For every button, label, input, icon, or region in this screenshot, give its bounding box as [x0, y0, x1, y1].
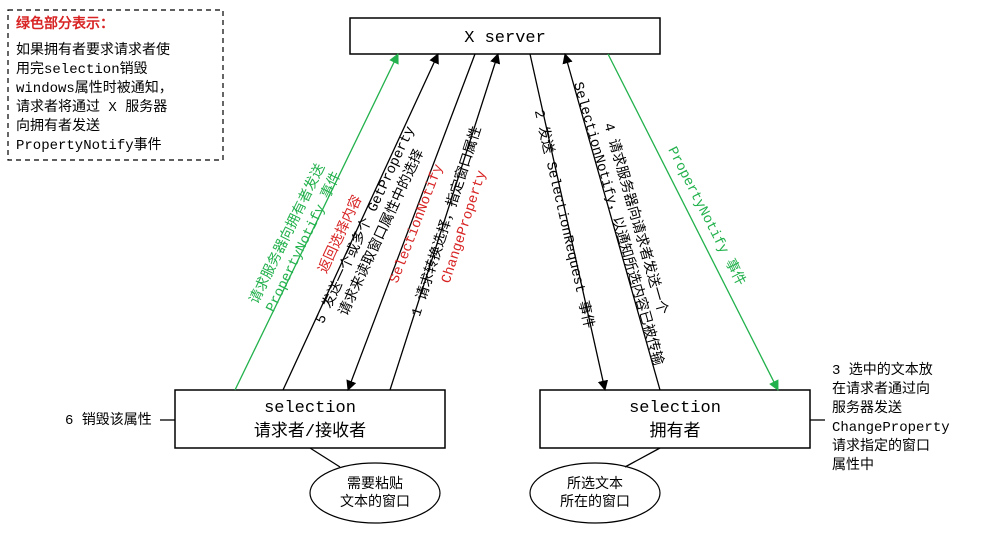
- node-sel-window: [530, 463, 660, 523]
- requester-line1: selection: [264, 399, 356, 418]
- label-6: 6 销毁该属性: [65, 412, 152, 429]
- note-title: 绿色部分表示：: [16, 15, 114, 33]
- edge-owner-to-selwin: [625, 448, 660, 467]
- note-line: 如果拥有者要求请求者使: [16, 41, 170, 59]
- requester-line2: 请求者/接收者: [254, 421, 366, 442]
- label-3-line: 3 选中的文本放: [832, 362, 933, 379]
- paste-line1: 需要粘贴: [347, 476, 403, 493]
- node-paste-window: [310, 463, 440, 523]
- label-3-line: 属性中: [832, 457, 874, 474]
- paste-line2: 文本的窗口: [340, 493, 410, 511]
- label-3-line: 在请求者通过向: [832, 381, 930, 398]
- svg-text:5 发送一个或多个 GetProperty: 5 发送一个或多个 GetProperty: [311, 123, 418, 326]
- note-line: windows属性时被通知，: [16, 79, 173, 97]
- xserver-label: X server: [464, 29, 546, 48]
- label-3-line: 请求指定的窗口: [832, 437, 930, 455]
- owner-line1: selection: [629, 399, 721, 418]
- selwin-line1: 所选文本: [567, 476, 623, 493]
- label-3-line: ChangeProperty: [832, 420, 950, 436]
- note-line: 用完selection销毁: [16, 61, 148, 78]
- edge-req-to-paste: [310, 448, 340, 467]
- note-line: PropertyNotify事件: [16, 137, 162, 154]
- note-line: 向拥有者发送: [16, 118, 100, 135]
- selwin-line2: 所在的窗口: [560, 493, 630, 511]
- note-line: 请求者将通过 X 服务器: [16, 99, 167, 116]
- label-3-line: 服务器发送: [832, 400, 902, 417]
- svg-text:PropertyNotify 事件: PropertyNotify 事件: [664, 144, 749, 289]
- owner-line2: 拥有者: [650, 421, 701, 442]
- diagram-canvas: 绿色部分表示： 如果拥有者要求请求者使 用完selection销毁 window…: [0, 0, 987, 539]
- label-green-right: PropertyNotify 事件: [664, 144, 749, 289]
